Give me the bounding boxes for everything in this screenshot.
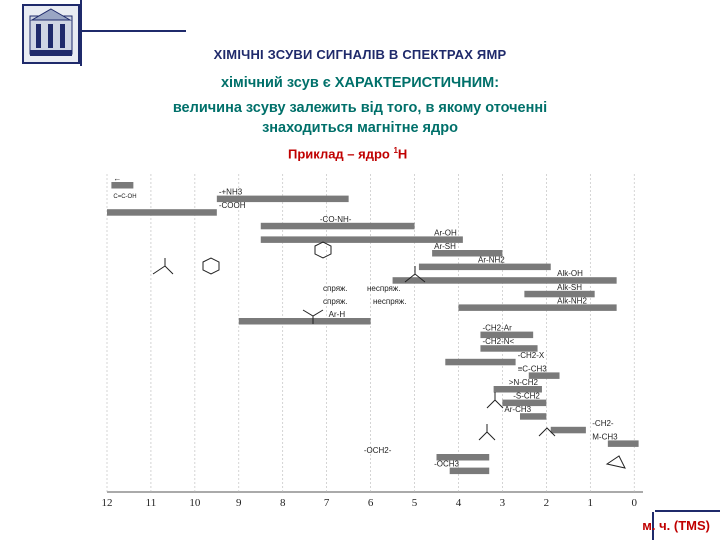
frame-bottom-vertical: [652, 488, 654, 540]
shift-range-bar: [519, 413, 547, 420]
chart-bands: [107, 182, 639, 475]
group-label: -S-CH2: [513, 392, 540, 401]
group-label: -CH2-X: [518, 351, 545, 360]
shift-range-bar: [260, 236, 463, 243]
example-prefix: Приклад – ядро: [288, 146, 394, 162]
ketone-structure-icon: [486, 392, 504, 409]
subtitle-line-2: величина зсуву залежить від того, в яком…: [172, 100, 548, 116]
x-tick-label: 12: [102, 497, 113, 509]
group-label: Ar-SH: [434, 242, 456, 251]
group-label: Ar-NH2: [478, 256, 505, 265]
units-footer: м. ч. (TMS): [642, 518, 710, 533]
shift-range-bar: [550, 426, 586, 434]
shift-range-bar: [449, 467, 490, 475]
group-label: -CO-NH-: [320, 215, 352, 224]
shift-range-bar: [392, 277, 617, 284]
group-label: -OCH2-: [364, 446, 392, 455]
group-label: -CH2-: [592, 419, 614, 428]
group-label: Alk-OH: [557, 269, 583, 278]
university-emblem-icon: [22, 4, 80, 64]
subtitle-line-1: хімічний зсув є ХАРАКТЕРИСТИЧНИМ:: [220, 75, 500, 91]
group-label: ≡C-CH3: [518, 364, 548, 373]
shift-range-bar: [216, 195, 349, 203]
alkene2-structure-icon: [538, 427, 556, 437]
shift-range-bar: [445, 358, 516, 366]
annotation-nonconjugated-2: неспряж.: [373, 297, 406, 306]
aldehyde-structure-icon: [152, 258, 174, 275]
shift-range-bar: [111, 182, 134, 189]
shift-range-bar: [480, 331, 534, 339]
x-tick-label: 5: [412, 497, 418, 509]
x-tick-label: 0: [631, 497, 637, 509]
nmr-shift-chart: ← C=C-OH -+NH3 -COOH -CO-NH- Ar-OH Ar-SH Ar-NH2…: [95, 170, 655, 512]
x-tick-label: 6: [368, 497, 374, 509]
shift-range-bar: [480, 345, 538, 352]
subtitle-line-3: знаходиться магнітне ядро: [262, 120, 458, 136]
group-label: M-CH3: [592, 432, 618, 441]
annotation-nonconjugated-1: неспряж.: [367, 284, 400, 293]
example-label: Приклад – ядро 1H: [288, 146, 407, 161]
x-tick-label: 8: [280, 497, 286, 509]
ester-structure-icon: [478, 424, 496, 441]
shift-range-bar: [418, 263, 551, 271]
chart-annotations: спряж. неспряж. спряж. неспряж.: [323, 284, 406, 306]
shift-range-bar: [458, 304, 617, 311]
vinyl-structure-icon: [302, 309, 324, 324]
x-tick-label: 11: [146, 497, 157, 509]
x-tick-label: 3: [500, 497, 506, 509]
group-label: -OCH3: [434, 460, 459, 469]
shift-range-bar: [502, 399, 547, 407]
pyridine-structure-2-icon: [314, 241, 332, 259]
group-label: Alk-NH2: [557, 296, 587, 305]
shift-range-bar: [436, 454, 490, 461]
x-tick-label: 1: [588, 497, 594, 509]
annotation-conjugated-1: спряж.: [323, 284, 348, 293]
shift-range-bar: [524, 290, 595, 298]
group-label: >N-CH2: [509, 378, 539, 387]
shift-range-bar: [528, 372, 560, 379]
structure-sketches: [152, 241, 626, 469]
shift-range-bar: [432, 250, 503, 257]
example-nucleus: H: [397, 146, 408, 162]
x-tick-label: 10: [189, 497, 201, 509]
group-sublabel: C=C-OH: [113, 194, 136, 200]
shift-range-bar: [260, 222, 415, 230]
chart-background: [95, 170, 655, 512]
group-label: -CH2-N<: [482, 337, 514, 346]
group-label: -+NH3: [219, 188, 243, 197]
group-label: Alk-SH: [557, 283, 582, 292]
group-label: -CH2-Ar: [482, 324, 512, 333]
shift-range-bar: [493, 386, 542, 393]
cyclopropane-structure-icon: [605, 455, 626, 469]
shift-range-bar: [107, 209, 217, 216]
frame-top-line: [22, 30, 186, 32]
chart-ticks: 12 11 10 9 8 7 6 5 4 3 2 1 0: [102, 497, 638, 509]
group-label: Ar-H: [329, 310, 346, 319]
chart-labels: ← C=C-OH -+NH3 -COOH -CO-NH- Ar-OH Ar-SH Ar-NH2…: [113, 174, 618, 469]
example-mass: 1: [393, 146, 398, 155]
shift-range-bar: [238, 318, 371, 325]
pyridine-structure-icon: [202, 257, 220, 275]
alkene-structure-icon: [404, 266, 426, 283]
x-tick-label: 2: [544, 497, 550, 509]
shift-range-bar: [607, 440, 639, 447]
group-label: Ar-CH3: [504, 405, 531, 414]
frame-vertical-line: [80, 0, 82, 66]
x-tick-label: 9: [236, 497, 242, 509]
page-title: ХІМІЧНІ ЗСУВИ СИГНАЛІВ В СПЕКТРАХ ЯМР: [213, 47, 507, 62]
annotation-conjugated-2: спряж.: [323, 297, 348, 306]
group-label: ←: [113, 174, 121, 183]
group-label: -COOH: [219, 201, 246, 210]
x-tick-label: 4: [456, 497, 462, 509]
x-tick-label: 7: [324, 497, 330, 509]
group-label: Ar-OH: [434, 228, 457, 237]
